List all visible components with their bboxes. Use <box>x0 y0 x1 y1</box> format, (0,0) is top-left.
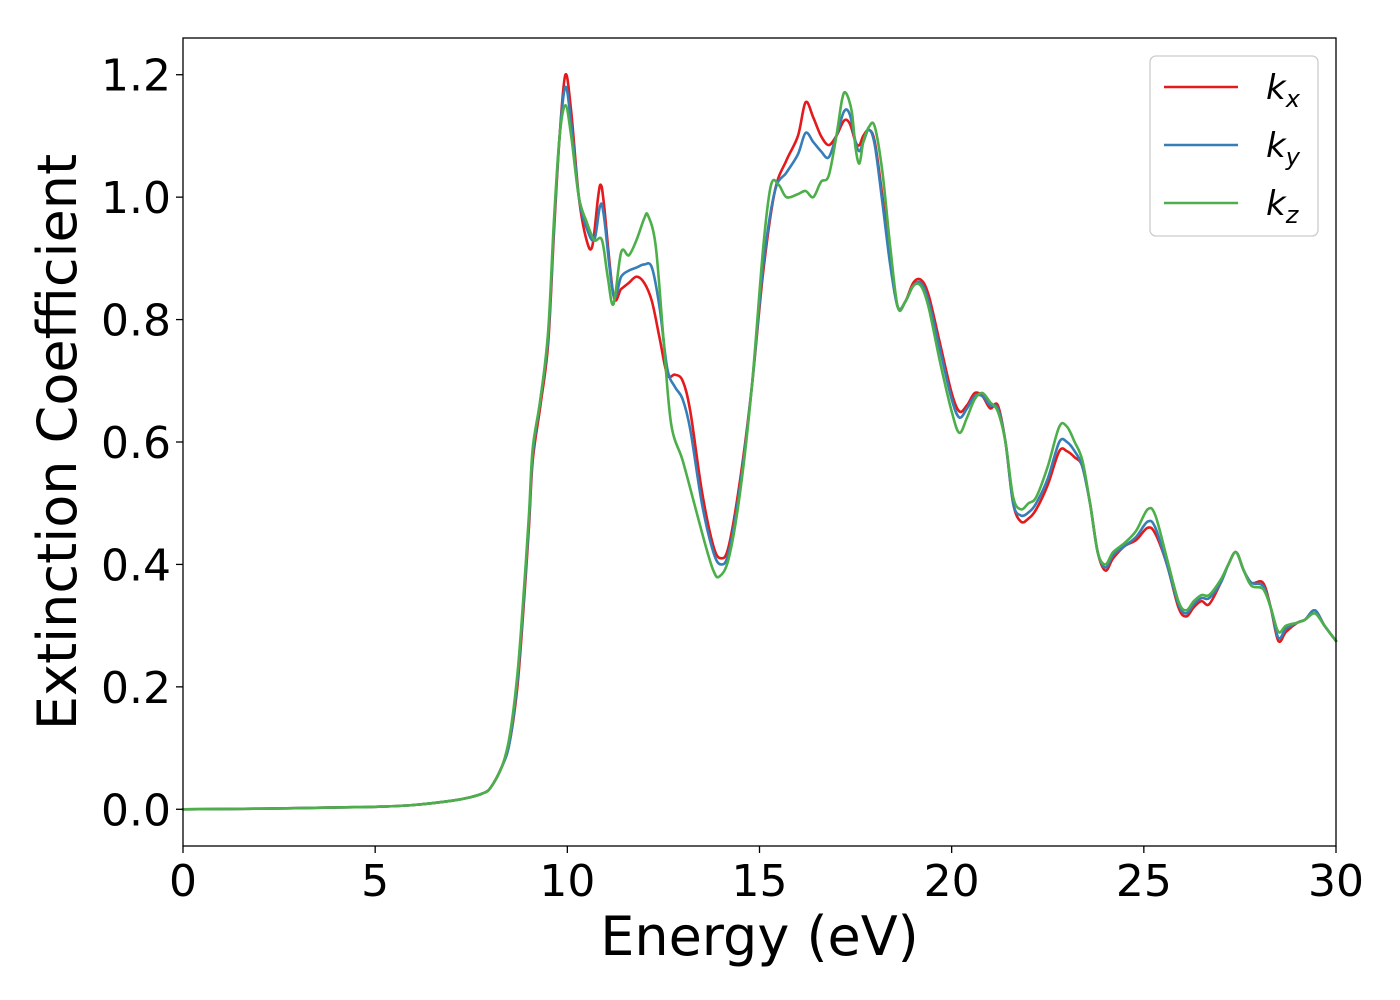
y-tick-label: 0.2 <box>101 663 171 714</box>
series-line-kz <box>181 90 1338 811</box>
y-tick-label: 0.4 <box>101 540 171 591</box>
legend-label-kz: kz <box>1266 184 1300 229</box>
y-axis-label: Extinction Coefficient <box>26 154 89 730</box>
x-tick-label: 0 <box>169 856 197 907</box>
x-tick-label: 10 <box>539 856 595 907</box>
x-tick-label: 25 <box>1116 856 1172 907</box>
x-tick-label: 15 <box>732 856 788 907</box>
x-tick-label: 5 <box>361 856 389 907</box>
x-tick-label: 20 <box>924 856 980 907</box>
series-layer <box>181 72 1338 811</box>
y-tick-label: 0.0 <box>101 785 171 836</box>
legend-label-ky: ky <box>1266 126 1301 171</box>
y-tick-label: 0.8 <box>101 296 171 347</box>
y-tick-label: 1.0 <box>101 173 171 224</box>
x-axis-label: Energy (eV) <box>600 905 919 968</box>
y-tick-label: 1.2 <box>101 51 171 102</box>
legend: kx ky kz <box>1149 55 1319 237</box>
legend-label-kx: kx <box>1266 68 1301 113</box>
y-tick-label: 0.6 <box>101 418 171 469</box>
x-axis-ticks: 0 5 10 15 20 25 30 <box>169 846 1364 907</box>
x-tick-label: 30 <box>1308 856 1364 907</box>
y-axis-ticks: 0.0 0.2 0.4 0.6 0.8 1.0 1.2 <box>101 51 183 836</box>
